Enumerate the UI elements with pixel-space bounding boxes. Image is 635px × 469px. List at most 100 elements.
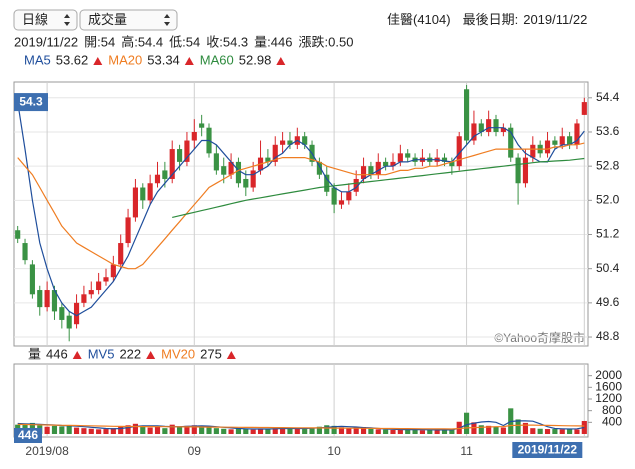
volume-bar xyxy=(500,427,506,434)
volume-bar xyxy=(154,427,161,434)
candle-body xyxy=(213,153,219,171)
volume-bar xyxy=(383,429,389,434)
quote-date: 2019/11/22 xyxy=(14,34,78,49)
select-arrow xyxy=(64,22,70,26)
candle-body xyxy=(353,178,359,192)
volume-bar xyxy=(316,426,322,434)
candle-body xyxy=(368,166,374,175)
x-tick-label: 10 xyxy=(327,444,341,458)
volume-bar xyxy=(375,429,381,434)
select-text[interactable]: 成交量 xyxy=(88,12,127,27)
volume-bar xyxy=(464,412,470,434)
select-arrow xyxy=(64,14,70,18)
candle-body xyxy=(73,302,80,325)
select-box[interactable] xyxy=(79,9,178,31)
candle-body xyxy=(486,119,492,132)
candle-body xyxy=(383,161,389,167)
candle-body xyxy=(346,191,352,201)
field-value: 446 xyxy=(271,34,293,49)
mv-line xyxy=(17,420,585,431)
candle-body xyxy=(51,290,58,312)
volume-bar xyxy=(360,427,367,434)
volume-bar xyxy=(213,428,219,434)
volume-highlight-label: 446 xyxy=(18,428,38,442)
volume-bar xyxy=(353,427,359,434)
volume-bar xyxy=(73,427,80,434)
watermark: ©Yahoo奇摩股市 xyxy=(494,330,585,345)
y-tick-label: 2000 xyxy=(595,368,622,382)
candle-body xyxy=(464,89,470,141)
volume-bar xyxy=(265,429,271,434)
y-tick-label: 51.2 xyxy=(596,227,620,241)
candle-body xyxy=(390,161,396,167)
indicator-select[interactable]: 成交量 xyxy=(79,9,178,31)
volume-highlight xyxy=(14,428,42,443)
volume-bar xyxy=(257,428,264,434)
volume-bar xyxy=(206,427,212,434)
interval-select[interactable]: 日線 xyxy=(13,9,78,31)
volume-bar xyxy=(294,428,300,434)
select-text[interactable]: 日線 xyxy=(22,12,48,27)
volume-bar xyxy=(272,428,278,434)
legend-value: 222 xyxy=(119,346,141,361)
candle-body xyxy=(125,217,131,244)
price-highlight-label: 54.3 xyxy=(19,95,43,109)
legend-value: 53.62 xyxy=(56,52,89,67)
candle-body xyxy=(574,123,580,145)
ma-line xyxy=(172,157,585,218)
volume-bar xyxy=(88,428,94,434)
candle-body xyxy=(360,166,367,179)
y-tick-label: 54.4 xyxy=(596,90,620,104)
candle-body xyxy=(581,102,587,115)
volume-bar xyxy=(515,419,521,434)
candle-body xyxy=(530,144,536,158)
candle-body xyxy=(177,149,183,162)
volume-bar xyxy=(522,422,529,434)
y-tick-label: 48.8 xyxy=(596,329,620,343)
select-box[interactable] xyxy=(13,9,78,31)
volume-bar xyxy=(235,428,242,434)
volume-bar xyxy=(405,429,411,434)
y-tick-label: 53.6 xyxy=(596,124,620,138)
volume-bar xyxy=(302,429,308,434)
x-tick-label: 2019/11/22 xyxy=(518,443,578,457)
candle-body xyxy=(169,149,175,179)
volume-label: 量 xyxy=(28,346,41,361)
legend-value: 275 xyxy=(200,346,222,361)
candle-body xyxy=(456,136,462,167)
volume-bar xyxy=(280,427,286,434)
candle-body xyxy=(500,127,506,132)
legend-name: MA5 xyxy=(24,52,51,67)
volume-bar xyxy=(169,424,175,434)
up-arrow xyxy=(72,351,82,359)
x-tick-label: 09 xyxy=(188,444,202,458)
y-tick-label: 52.0 xyxy=(596,193,620,207)
volume-bar xyxy=(228,429,234,434)
mv-line xyxy=(17,423,585,430)
legend-name: MA60 xyxy=(200,52,234,67)
field-value: 54.4 xyxy=(138,34,163,49)
field-value: 54.3 xyxy=(223,34,248,49)
volume-bar xyxy=(199,426,205,434)
candle-body xyxy=(522,157,529,184)
candle-body xyxy=(88,290,94,295)
candle-body xyxy=(302,136,308,145)
volume-bar xyxy=(412,429,418,434)
volume-bar xyxy=(419,430,425,434)
volume-bar xyxy=(427,429,433,434)
y-tick-label: 1200 xyxy=(595,391,622,405)
volume-bar xyxy=(324,425,330,434)
candle-body xyxy=(66,315,72,329)
candle-body xyxy=(110,264,116,278)
up-arrow xyxy=(276,57,286,65)
legend-value: 53.34 xyxy=(147,52,180,67)
candle-body xyxy=(118,243,124,265)
candle-body xyxy=(59,307,65,320)
candle-body xyxy=(441,157,448,162)
candle-body xyxy=(280,140,286,145)
volume-bar xyxy=(478,425,484,434)
volume-bar xyxy=(390,429,396,434)
volume-panel xyxy=(13,363,589,438)
